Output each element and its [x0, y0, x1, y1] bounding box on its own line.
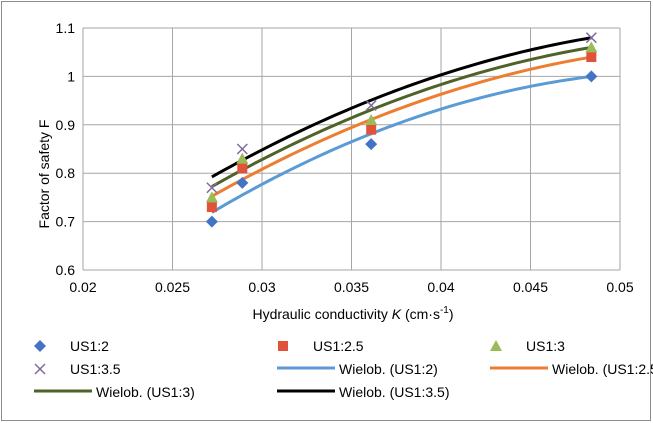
- y-tick-label: 0.9: [56, 117, 76, 133]
- square-marker: [278, 341, 288, 351]
- square-marker: [586, 52, 597, 63]
- trendline: [211, 45, 592, 188]
- x-marker: [34, 363, 46, 375]
- x-marker-stroke: [585, 32, 597, 44]
- diamond-marker: [34, 340, 46, 352]
- x-marker: [236, 143, 248, 155]
- legend: US1:2 US1:2.5 US1:3 US1:3.5 Wielob. (US1:2) W…: [34, 338, 653, 400]
- legend-label: US1:2.5: [313, 338, 364, 354]
- y-tick-label: 0.6: [56, 262, 76, 278]
- tick-labels: 0.6 0.7 0.8 0.9 1 1.1 0.02 0.025 0.03 0.035 0.04 0.…: [56, 20, 634, 295]
- x-marker-stroke: [206, 182, 218, 194]
- trendlines: [211, 36, 592, 214]
- trendline: [211, 75, 592, 214]
- square-marker: [237, 163, 248, 174]
- trendline: [211, 55, 592, 198]
- square-marker: [206, 202, 217, 213]
- triangle-marker: [205, 191, 218, 203]
- y-axis-title: Factor of safety F: [36, 120, 52, 229]
- diamond-marker: [365, 138, 378, 151]
- y-tick-label: 0.7: [56, 214, 76, 230]
- x-tick-label: 0.045: [513, 279, 548, 295]
- legend-label: Wielob. (US1:3.5): [339, 384, 449, 400]
- x-marker-stroke: [236, 143, 248, 155]
- x-tick-label: 0.035: [334, 279, 369, 295]
- triangle-marker: [236, 152, 249, 164]
- legend-label: Wielob. (US1:3): [96, 384, 195, 400]
- x-tick-label: 0.025: [155, 279, 190, 295]
- triangle-marker: [365, 113, 378, 125]
- x-marker: [365, 99, 377, 111]
- y-tick-label: 1: [67, 68, 75, 84]
- legend-label: Wielob. (US1:2): [339, 361, 438, 377]
- x-axis-title-unit-dot: ·: [428, 306, 433, 322]
- legend-label: Wielob. (US1:2.5): [552, 361, 653, 377]
- legend-label: US1:2: [70, 338, 109, 354]
- grid: [82, 27, 621, 271]
- x-tick-label: 0.03: [248, 279, 275, 295]
- triangle-marker: [490, 340, 502, 351]
- x-tick-label: 0.02: [69, 279, 96, 295]
- x-axis-title-unit-open: (cm: [401, 306, 428, 322]
- x-axis-title-prefix: Hydraulic conductivity: [252, 306, 391, 322]
- x-marker-stroke: [34, 363, 46, 375]
- x-marker-stroke: [365, 99, 377, 111]
- trendline: [211, 36, 592, 179]
- x-marker: [585, 32, 597, 44]
- x-axis-title: Hydraulic conductivity K (cm·s-1): [252, 305, 453, 322]
- y-tick-label: 0.8: [56, 165, 76, 181]
- legend-label: US1:3: [526, 338, 565, 354]
- diamond-marker: [236, 176, 249, 189]
- diamond-marker: [585, 70, 598, 83]
- x-axis-title-unit-exp: -1: [440, 305, 449, 316]
- x-marker: [206, 182, 218, 194]
- square-marker: [366, 124, 377, 135]
- data-markers: [205, 32, 598, 228]
- x-tick-label: 0.04: [427, 279, 454, 295]
- y-tick-label: 1.1: [56, 20, 76, 36]
- legend-label: US1:3.5: [70, 361, 121, 377]
- x-tick-label: 0.05: [606, 279, 633, 295]
- triangle-marker: [585, 41, 598, 53]
- x-axis-title-unit-s: s: [433, 306, 440, 322]
- x-axis-title-symbol: K: [392, 306, 402, 322]
- x-axis-title-unit-close: ): [449, 306, 454, 322]
- diamond-marker: [205, 215, 218, 228]
